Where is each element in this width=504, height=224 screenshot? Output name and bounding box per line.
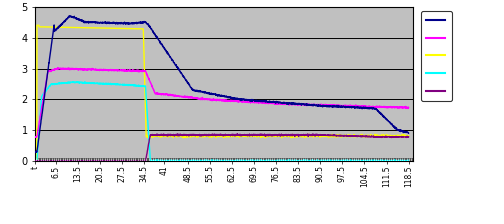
Bar [35, 157, 413, 161]
Legend: , , , , : , , , , [421, 11, 452, 101]
